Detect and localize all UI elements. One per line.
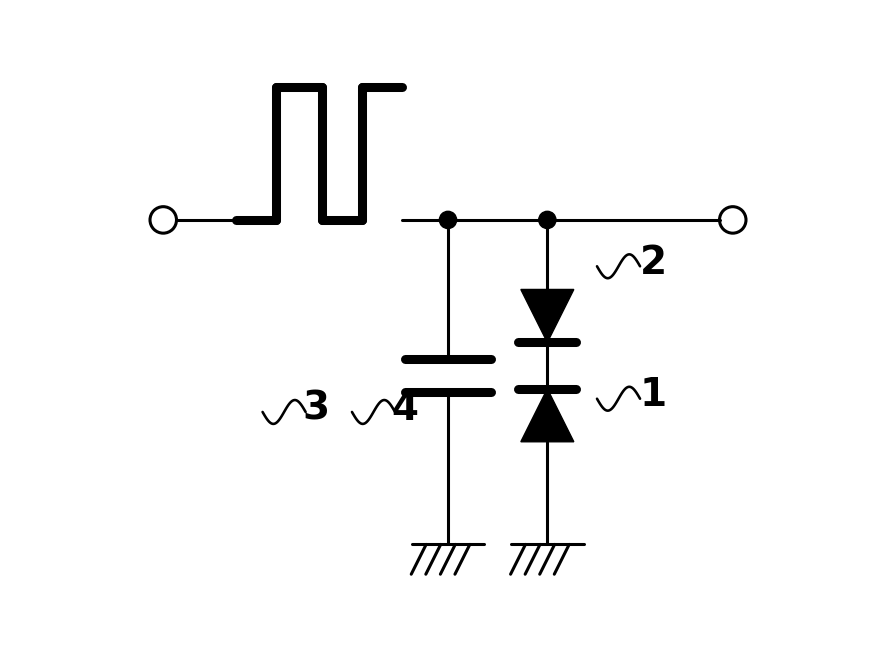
Polygon shape xyxy=(521,389,573,442)
Text: 2: 2 xyxy=(640,244,668,282)
Circle shape xyxy=(439,211,457,229)
Polygon shape xyxy=(521,289,573,342)
Text: 1: 1 xyxy=(640,376,668,414)
Text: 4: 4 xyxy=(392,390,418,428)
Text: 3: 3 xyxy=(302,390,330,428)
Circle shape xyxy=(538,211,556,229)
